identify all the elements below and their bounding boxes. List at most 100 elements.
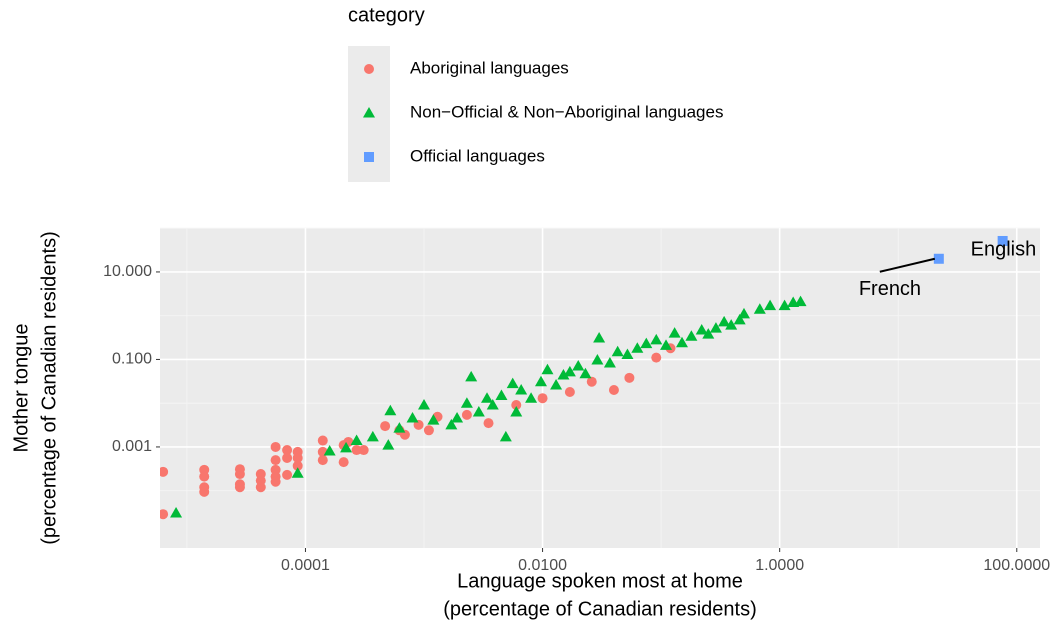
point [511,399,522,410]
point [460,397,473,408]
point [486,398,499,410]
point [997,235,1008,246]
point [393,422,406,433]
y-axis-title: (percentage of Canadian residents) [38,231,60,545]
point [650,333,663,345]
point [380,421,391,432]
point [445,418,458,430]
point [350,434,363,446]
point [563,365,576,377]
point [338,457,349,468]
point [794,295,807,307]
point [572,359,585,371]
points [160,235,1008,520]
point-label: French [859,278,921,300]
legend-label: Non−Official & Non−Aboriginal languages [410,102,723,121]
point [695,324,708,335]
point [170,506,183,518]
point [483,418,494,429]
x-axis-title: Language spoken most at home [457,570,743,592]
point [499,430,512,442]
point [733,313,746,325]
point [160,466,169,477]
point [611,345,624,357]
legend-key [364,64,374,74]
point [525,392,538,403]
point [382,439,395,450]
point [199,471,210,482]
point [270,455,281,466]
legend-key [363,107,375,118]
point [640,337,653,349]
point [737,307,750,319]
point [608,385,619,396]
point [351,445,362,456]
point [586,376,597,387]
point [725,319,738,330]
y-tick-label: 0.100 [112,351,152,368]
point [291,467,304,478]
axes: 0.0001 0.0100 1.0000 100.0000 0.001 0.100 10.0… [103,238,1050,574]
point [534,375,547,387]
point [423,425,434,436]
point [550,379,563,390]
point [340,441,353,453]
point [317,435,328,446]
legend-label: Official languages [410,146,545,165]
label-connector [879,257,936,273]
point [461,409,472,420]
point [323,444,336,456]
point [358,445,369,456]
x-tick-label: 100.0000 [983,557,1050,574]
point [603,356,616,368]
y-tick-label: 10.000 [103,263,152,280]
point [317,455,328,466]
x-tick-label: 0.0001 [281,557,330,574]
point [495,389,508,400]
point [753,303,766,314]
point [579,367,592,379]
point [451,411,464,423]
point [199,486,210,497]
point [465,370,478,382]
point [541,363,554,375]
point [384,404,397,416]
point [668,327,681,338]
point [718,315,731,327]
point [537,393,548,404]
point [270,441,281,452]
point [234,469,245,480]
legend-key [364,152,374,162]
point [702,328,715,339]
legend: Aboriginal languages Non−Official & Non−A… [363,58,723,165]
point [366,430,379,442]
x-tick-label: 1.0000 [755,557,804,574]
y-tick-label: 0.001 [112,438,152,455]
point [685,330,698,341]
y-axis-title: Mother tongue [10,324,32,453]
point [234,482,245,493]
point [510,405,523,417]
point [418,398,431,410]
point [591,354,604,365]
point [292,452,303,463]
point [933,253,944,264]
panel [160,228,1040,548]
x-tick-label: 0.0100 [518,557,567,574]
legend-label: Aboriginal languages [410,58,569,77]
point [282,445,293,456]
point [631,342,644,353]
point [270,476,281,487]
point [255,482,266,493]
point-label: English [971,238,1037,260]
x-axis-title: (percentage of Canadian residents) [443,598,757,620]
point [593,331,606,343]
point [764,299,777,311]
point [564,387,575,398]
point [778,299,791,311]
point [621,348,634,359]
point [427,414,440,425]
point [624,372,635,383]
legend-title: category [348,4,425,26]
